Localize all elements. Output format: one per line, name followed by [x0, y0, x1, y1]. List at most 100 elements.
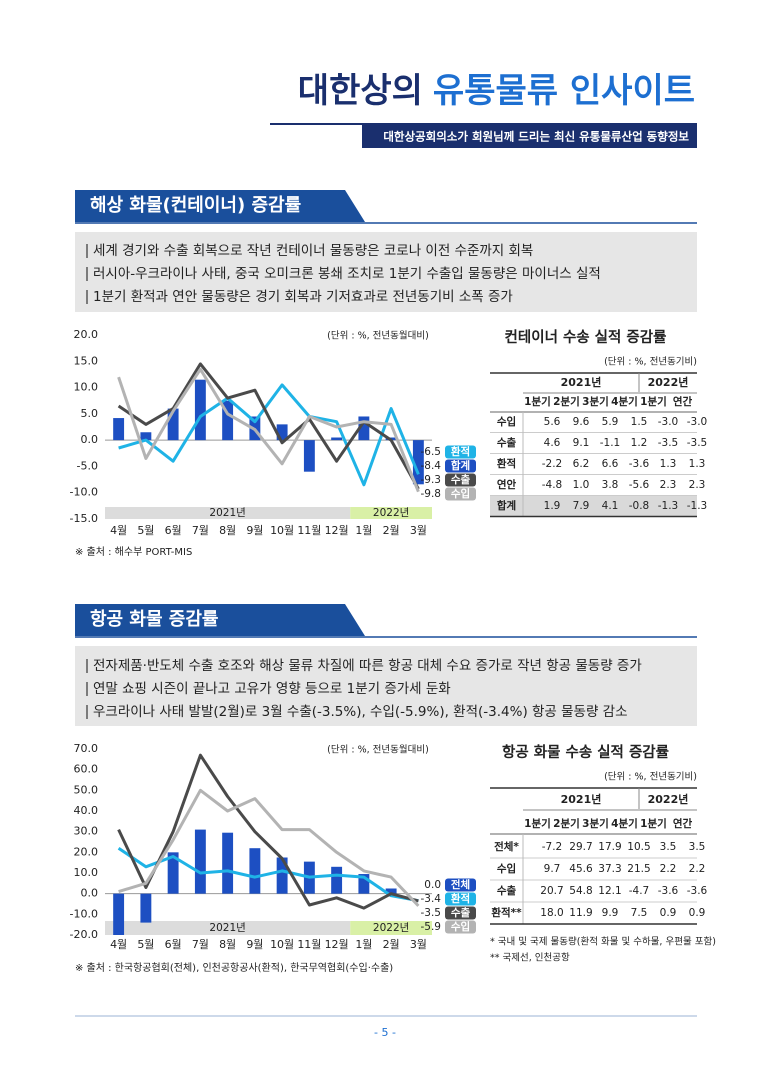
table-column: 2분기	[553, 817, 580, 830]
x-tick-label: 5월	[137, 938, 154, 951]
line-series	[117, 362, 420, 490]
y-tick-label: 0.0	[81, 433, 99, 446]
table-row-label: 환적	[497, 457, 516, 470]
x-tick-label: 10월	[270, 524, 294, 537]
table-column: 연간	[673, 395, 693, 408]
bar	[194, 379, 206, 441]
table-cell: -5.6	[629, 479, 650, 491]
line-series	[117, 846, 419, 903]
legend-badge	[445, 906, 476, 920]
y-tick-label: 30.0	[74, 825, 99, 838]
section-heading: 항공 화물 증감률	[90, 609, 218, 630]
line-series	[117, 753, 419, 910]
x-tick-label: 12월	[325, 938, 349, 951]
table-row-label: 수출	[497, 884, 517, 897]
table-row-label: 전체*	[494, 840, 519, 853]
table-column: 1분기	[524, 395, 551, 408]
table-column: 3분기	[582, 395, 609, 408]
table-cell: 1.3	[660, 458, 677, 470]
end-value-label: -8.4	[421, 460, 442, 472]
y-tick-label: 0.0	[81, 887, 99, 900]
table-cell: 6.6	[602, 458, 619, 470]
table-cell: -7.2	[542, 841, 563, 853]
x-tick-label: 8월	[219, 524, 236, 537]
year-label: 2022년	[373, 507, 409, 519]
table-cell: -3.6	[658, 885, 679, 897]
table-cell: 18.0	[540, 907, 563, 919]
table-cell: -3.6	[629, 458, 650, 470]
table-group: 2022년	[648, 375, 689, 389]
table-cell: 9.9	[602, 907, 619, 919]
table-cell: 10.5	[627, 841, 650, 853]
bar	[140, 432, 152, 441]
y-tick-label: 20.0	[74, 328, 99, 341]
table-group: 2021년	[561, 375, 602, 389]
x-tick-label: 1월	[355, 938, 372, 951]
summary-box	[75, 232, 697, 312]
table-row-label: 수입	[497, 415, 516, 428]
x-tick-label: 1월	[355, 524, 372, 537]
legend-label: 전체	[451, 878, 470, 891]
x-tick-label: 4월	[110, 938, 127, 951]
table-cell: 12.1	[598, 885, 621, 897]
table-cell: -3.0	[687, 416, 708, 428]
table-cell: -2.2	[542, 458, 563, 470]
bar	[331, 437, 343, 441]
year-band	[350, 921, 432, 935]
y-tick-label: 5.0	[81, 407, 99, 420]
page-number: - 5 -	[374, 1026, 396, 1039]
table-cell: 5.9	[602, 416, 619, 428]
table-cell: 3.5	[689, 841, 706, 853]
table-cell: 1.2	[631, 437, 648, 449]
table-cell: 1.9	[544, 500, 561, 512]
x-tick-label: 6월	[165, 524, 182, 537]
x-tick-label: 10월	[270, 938, 294, 951]
table-cell: 7.9	[573, 500, 590, 512]
legend-label: 환적	[451, 445, 470, 458]
table-cell: -3.5	[658, 437, 679, 449]
table-column: 1분기	[640, 817, 667, 830]
table-row-label: 환적**	[491, 906, 522, 919]
subtitle-bar	[362, 125, 697, 148]
bar	[412, 440, 424, 485]
summary-box	[75, 646, 697, 726]
bullet-text: 우크라이나 사태 발발(2월)로 3월 수출(-3.5%), 수입(-5.9%)…	[93, 704, 628, 720]
title-part: 유통물류 인사이트	[433, 71, 695, 111]
legend-label: 수출	[451, 906, 471, 919]
source-note: ※ 출처 : 한국항공협회(전체), 인천공항공사(환적), 한국무역협회(수입…	[75, 961, 393, 974]
table-cell: 2.3	[660, 479, 677, 491]
y-tick-label: -10.0	[70, 907, 98, 920]
table-cell: -1.1	[600, 437, 621, 449]
year-label: 2022년	[373, 922, 409, 934]
line-series	[118, 383, 420, 487]
bar	[358, 874, 370, 894]
end-value-label: -9.3	[421, 474, 442, 486]
year-band	[350, 507, 432, 519]
table-cell: 2.2	[660, 863, 677, 875]
y-tick-label: -5.0	[77, 459, 98, 472]
year-band	[105, 507, 351, 519]
table-cell: 45.6	[569, 863, 593, 875]
y-tick-label: 20.0	[74, 845, 99, 858]
bar	[194, 829, 206, 894]
table-cell: 6.2	[573, 458, 590, 470]
table-cell: 0.9	[660, 907, 677, 919]
legend-badge	[445, 473, 476, 487]
bar	[167, 408, 179, 441]
y-tick-label: 10.0	[74, 866, 99, 879]
bar	[276, 857, 288, 894]
bar	[331, 866, 343, 894]
row-shade	[490, 495, 697, 517]
table-column: 4분기	[611, 395, 638, 408]
y-tick-label: 70.0	[74, 742, 99, 755]
table-cell: 4.1	[602, 500, 619, 512]
table-cell: 5.6	[544, 416, 561, 428]
table-cell: 17.9	[598, 841, 621, 853]
bullet-text: 1분기 환적과 연안 물동량은 경기 회복과 기저효과로 전년동기비 소폭 증가	[93, 289, 513, 305]
legend-label: 환적	[451, 892, 470, 905]
legend-badge	[445, 920, 476, 934]
table-cell: 3.8	[602, 479, 619, 491]
legend-label: 수출	[451, 473, 471, 486]
table-note: * 국내 및 국제 물동량(환적 화물 및 수하물, 우편물 포함)	[490, 936, 716, 948]
table-cell: -0.8	[629, 500, 650, 512]
